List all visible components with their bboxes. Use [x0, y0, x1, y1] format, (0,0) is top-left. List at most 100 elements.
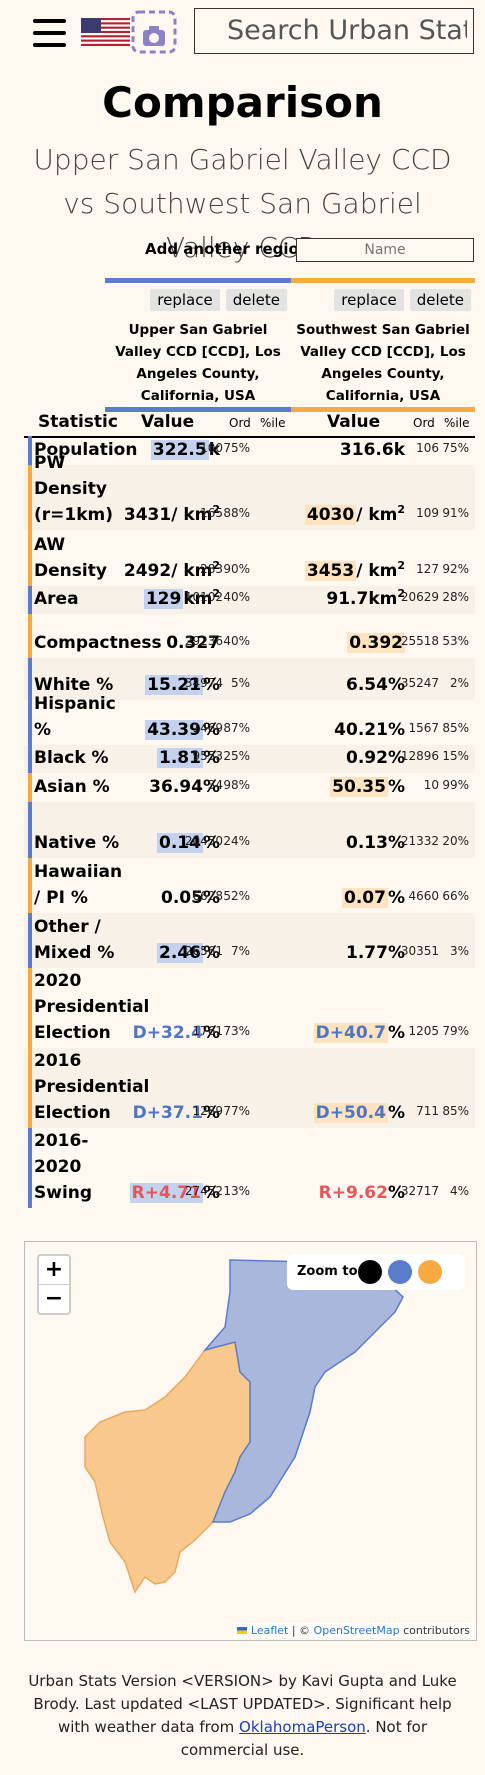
- pct-2: 3%: [449, 944, 469, 958]
- table-row: 2016-2020 Swing R+4.71% 27452 13% R+9.62…: [24, 1128, 475, 1208]
- value-2-number: R+9.62: [318, 1183, 388, 1203]
- zoom-out-button[interactable]: −: [44, 1286, 64, 1311]
- value-2-unit: %: [387, 1023, 405, 1043]
- stat-label[interactable]: Other / Mixed %: [34, 917, 115, 963]
- oklahomaperson-link[interactable]: OklahomaPerson: [239, 1718, 366, 1736]
- value-2: 0.392: [347, 631, 405, 655]
- pct-2: 75%: [442, 441, 469, 455]
- stat-label[interactable]: Hispanic %: [34, 694, 116, 740]
- screenshot-camera-icon[interactable]: [131, 10, 177, 54]
- value-1-unit: %: [202, 1023, 220, 1043]
- stat-label[interactable]: PW Density (r=1km): [34, 453, 114, 525]
- table-row: Asian % 36.94% 34 98% 50.35% 10 99%: [24, 773, 475, 802]
- value-2-number: 6.54: [346, 675, 388, 695]
- pct-1: 40%: [223, 590, 250, 604]
- pct-1: 24%: [223, 834, 250, 848]
- add-region-label: Add another region:: [145, 240, 316, 258]
- value-2-number: 3453: [304, 561, 357, 581]
- stat-label[interactable]: White %: [34, 675, 114, 695]
- region-name-2[interactable]: Southwest San Gabriel Valley CCD [CCD], …: [296, 322, 470, 404]
- winner-bar: [28, 436, 32, 465]
- zoom-region-2-button[interactable]: [418, 1260, 442, 1284]
- zoom-all-button[interactable]: [358, 1260, 382, 1284]
- replace-button[interactable]: replace: [334, 289, 404, 311]
- zoom-in-button[interactable]: +: [39, 1256, 69, 1285]
- value-2: 1.77%: [346, 941, 405, 965]
- delete-button[interactable]: delete: [225, 289, 287, 311]
- value-2-unit: %: [387, 943, 405, 963]
- stat-label[interactable]: Population: [34, 440, 138, 460]
- search-input[interactable]: [225, 14, 469, 47]
- value-1: 322.5 k: [150, 438, 220, 462]
- zoom-region-1-button[interactable]: [388, 1260, 412, 1284]
- header-value-1: Value: [141, 412, 195, 432]
- us-flag-icon[interactable]: [81, 18, 130, 46]
- value-1-number: 2492: [123, 561, 172, 581]
- ord-2: 4660: [408, 889, 439, 903]
- leaflet-link[interactable]: Leaflet: [250, 1624, 289, 1637]
- header-ord-1: Ord: [229, 416, 251, 430]
- pct-1: 90%: [223, 562, 250, 576]
- ord-1: 27452: [184, 1184, 223, 1198]
- value-1-unit: %: [202, 675, 220, 695]
- menu-icon[interactable]: [33, 19, 66, 49]
- page-subtitle: Upper San Gabriel Valley CCD vs Southwes…: [33, 143, 452, 264]
- stat-label[interactable]: Black %: [34, 748, 109, 768]
- replace-button[interactable]: replace: [150, 289, 220, 311]
- stat-label[interactable]: 2016-2020 Swing: [34, 1131, 93, 1203]
- pct-1: 13%: [223, 1184, 250, 1198]
- search-box[interactable]: [194, 8, 474, 54]
- footer: Urban Stats Version <VERSION> by Kavi Gu…: [20, 1670, 465, 1762]
- winner-bar: [28, 773, 32, 802]
- pct-1: 88%: [223, 506, 250, 520]
- add-region-input[interactable]: [296, 238, 474, 262]
- header-pct-2: %ile: [444, 416, 470, 430]
- stat-label[interactable]: 2016 Presidential Election: [34, 1051, 150, 1123]
- pct-1: 25%: [223, 749, 250, 763]
- value-1: 15.21%: [145, 673, 220, 697]
- value-2-unit: k: [393, 440, 405, 460]
- table-row: 2020 Presidential Election D+32.4% 1761 …: [24, 968, 475, 1048]
- pct-2: 53%: [442, 634, 469, 648]
- winner-bar: [28, 700, 32, 745]
- pct-2: 92%: [442, 562, 469, 576]
- value-1-unit: %: [202, 748, 220, 768]
- value-1-unit: k: [208, 440, 220, 460]
- ord-1: 34: [207, 778, 223, 792]
- stat-label[interactable]: Native %: [34, 833, 120, 853]
- value-1-number: 129: [143, 589, 184, 609]
- value-1: R+4.71%: [129, 1181, 220, 1205]
- value-2-number: 1.77: [346, 943, 388, 963]
- header-pct-1: %ile: [260, 416, 286, 430]
- ord-2: 30351: [400, 944, 439, 958]
- value-2: 6.54%: [346, 673, 405, 697]
- stat-label[interactable]: Area: [34, 589, 79, 609]
- value-2-unit: %: [387, 888, 405, 908]
- region-name-1[interactable]: Upper San Gabriel Valley CCD [CCD], Los …: [115, 322, 281, 404]
- value-1: 0.14%: [157, 831, 220, 855]
- attribution-separator: | ©: [291, 1624, 311, 1637]
- table-row: Hawaiian / PI % 0.05% 6628 52% 0.07% 466…: [24, 858, 475, 913]
- osm-link[interactable]: OpenStreetMap: [313, 1624, 400, 1637]
- winner-bar: [28, 465, 32, 530]
- value-2-number: D+40.7: [313, 1023, 388, 1043]
- value-1: 43.39%: [145, 718, 220, 742]
- ord-2: 1567: [408, 721, 439, 735]
- pct-2: 2%: [449, 676, 469, 690]
- stat-label[interactable]: Asian %: [34, 777, 110, 797]
- value-1: 3431/ km2: [123, 503, 220, 525]
- value-2: 3453/ km2: [304, 559, 405, 581]
- attribution-contributors: contributors: [403, 1624, 470, 1637]
- delete-button[interactable]: delete: [409, 289, 471, 311]
- table-row: Area 129 km2 10102 40% 91.7km2 20629 28%: [24, 586, 475, 614]
- map[interactable]: + − Zoom to: Leaflet | © OpenStreetMap c…: [24, 1241, 477, 1641]
- stat-label[interactable]: AW Density: [34, 535, 107, 581]
- value-2: R+9.62%: [319, 1181, 405, 1205]
- pct-2: 91%: [442, 506, 469, 520]
- stat-label[interactable]: 2020 Presidential Election: [34, 971, 150, 1043]
- ord-1: 20450: [184, 834, 223, 848]
- pct-2: 28%: [442, 590, 469, 604]
- value-2-unit: %: [387, 833, 405, 853]
- stat-label[interactable]: Compactness: [34, 633, 162, 653]
- stat-label[interactable]: Hawaiian / PI %: [34, 862, 123, 908]
